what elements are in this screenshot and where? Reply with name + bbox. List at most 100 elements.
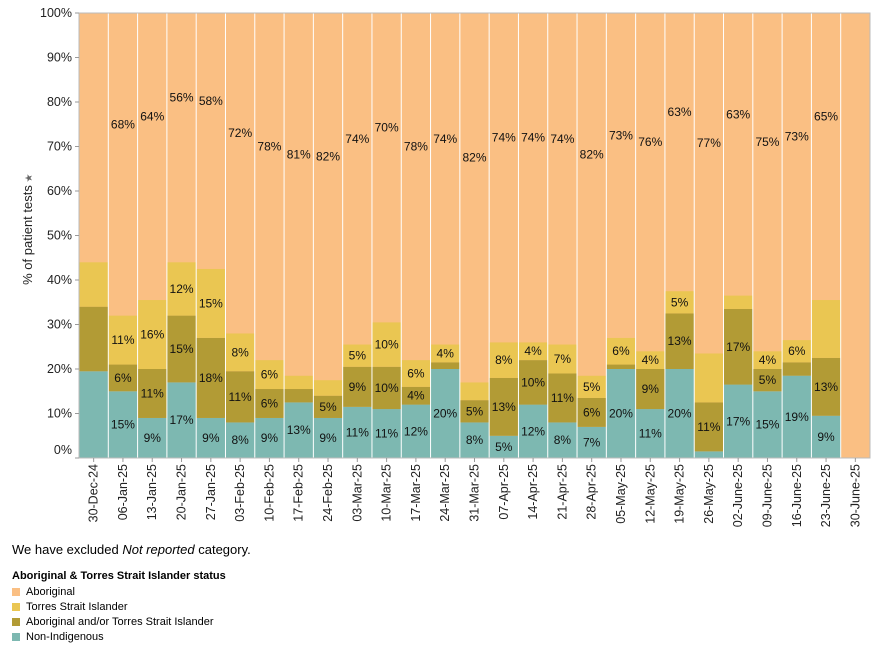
data-label: 15% xyxy=(755,418,779,432)
x-tick-label: 02-June-25 xyxy=(731,464,745,527)
y-tick-label: 90% xyxy=(47,51,72,65)
data-label: 12% xyxy=(404,424,428,438)
bar-segment-torres-strait-islander xyxy=(664,291,695,314)
data-label: 8% xyxy=(495,353,513,367)
x-tick-label: 03-Feb-25 xyxy=(233,464,247,522)
bar-segment-aboriginal-and-or-torres-strait-islander xyxy=(547,373,578,423)
bar-segment-aboriginal-and-or-torres-strait-islander xyxy=(166,315,197,383)
bar-segment-aboriginal-and-or-torres-strait-islander xyxy=(108,364,138,392)
bar-segment-torres-strait-islander xyxy=(606,337,636,365)
bar-segment-non-indigenous xyxy=(342,406,372,458)
bar-segment-aboriginal-and-or-torres-strait-islander xyxy=(577,397,607,427)
bar-segment-aboriginal-and-or-torres-strait-islander xyxy=(284,389,314,403)
note-text-before: We have excluded xyxy=(12,542,123,557)
x-tick-label: 12-May-25 xyxy=(643,464,657,524)
bar-segment-non-indigenous xyxy=(547,422,578,458)
x-tick-label: 30-June-25 xyxy=(848,464,862,527)
bar-segment-non-indigenous xyxy=(137,417,167,458)
bar-segment-non-indigenous xyxy=(518,404,548,458)
data-label: 9% xyxy=(261,431,279,445)
y-tick-label: 100% xyxy=(40,6,72,20)
data-label: 76% xyxy=(638,135,662,149)
x-tick-label: 05-May-25 xyxy=(614,464,628,524)
bar-segment-aboriginal xyxy=(840,13,870,458)
data-label: 5% xyxy=(319,400,337,414)
y-tick-label: 50% xyxy=(47,229,72,243)
data-label: 74% xyxy=(433,132,457,146)
bar-segment-aboriginal xyxy=(342,13,372,345)
data-label: 10% xyxy=(521,375,545,389)
bar-segment-aboriginal-and-or-torres-strait-islander xyxy=(79,306,109,372)
data-label: 12% xyxy=(170,282,194,296)
data-label: 81% xyxy=(287,147,311,161)
x-tick-label: 07-Apr-25 xyxy=(497,464,511,520)
x-tick-label: 13-Jan-25 xyxy=(145,464,159,520)
bar-segment-aboriginal-and-or-torres-strait-islander xyxy=(723,308,753,385)
data-label: 56% xyxy=(170,91,194,105)
data-label: 77% xyxy=(697,136,721,150)
bar-segment-torres-strait-islander xyxy=(782,340,812,363)
bar-segment-aboriginal xyxy=(518,13,548,343)
data-label: 11% xyxy=(141,386,164,400)
data-label: 5% xyxy=(671,295,689,309)
data-label: 63% xyxy=(726,107,750,121)
bar-segment-torres-strait-islander xyxy=(225,333,255,372)
bar-segment-non-indigenous xyxy=(694,451,724,458)
data-label: 5% xyxy=(349,349,367,363)
data-label: 10% xyxy=(375,338,399,352)
y-tick-label: 70% xyxy=(47,140,72,154)
data-label: 9% xyxy=(202,431,220,445)
data-label: 5% xyxy=(583,380,601,394)
data-label: 74% xyxy=(550,132,574,146)
bar-segment-torres-strait-islander xyxy=(430,344,460,363)
x-tick-label: 06-Jan-25 xyxy=(116,464,130,520)
bar-segment-aboriginal-and-or-torres-strait-islander xyxy=(371,366,402,410)
bar-segment-aboriginal xyxy=(254,13,285,361)
bar-segment-aboriginal xyxy=(166,13,197,263)
x-tick-label: 31-Mar-25 xyxy=(468,464,482,522)
bar-segment-non-indigenous xyxy=(196,417,226,458)
bar-segment-torres-strait-islander xyxy=(811,300,841,358)
x-tick-label: 17-Feb-25 xyxy=(292,464,306,522)
data-label: 11% xyxy=(229,390,252,404)
data-label: 10% xyxy=(375,381,399,395)
bar-segment-aboriginal xyxy=(577,13,607,376)
bar-segment-aboriginal xyxy=(752,13,783,352)
bar-segment-aboriginal-and-or-torres-strait-islander xyxy=(225,371,255,423)
bar-segment-aboriginal-and-or-torres-strait-islander xyxy=(313,395,343,418)
data-label: 8% xyxy=(466,433,484,447)
legend-label: Torres Strait Islander xyxy=(26,600,128,613)
legend-label: Non-Indigenous xyxy=(26,630,104,643)
bar-segment-aboriginal xyxy=(79,13,109,263)
bar-segment-torres-strait-islander xyxy=(577,375,607,398)
bar-segment-aboriginal xyxy=(664,13,695,292)
x-tick-label: 19-May-25 xyxy=(673,464,687,524)
data-label: 11% xyxy=(639,427,662,441)
data-label: 74% xyxy=(521,131,545,145)
data-label: 11% xyxy=(346,425,369,439)
data-label: 73% xyxy=(609,128,633,142)
bar-segment-non-indigenous xyxy=(664,369,695,458)
data-label: 6% xyxy=(407,366,425,380)
bar-segment-aboriginal xyxy=(723,13,753,296)
bar-segment-non-indigenous xyxy=(108,391,138,458)
bar-segment-torres-strait-islander xyxy=(371,322,402,367)
data-label: 9% xyxy=(349,380,367,394)
bar-segment-aboriginal-and-or-torres-strait-islander xyxy=(811,357,841,416)
bar-segment-non-indigenous xyxy=(577,426,607,458)
bar-segment-torres-strait-islander xyxy=(489,342,519,378)
x-tick-label: 24-Feb-25 xyxy=(321,464,335,522)
data-label: 64% xyxy=(140,110,164,124)
data-label: 63% xyxy=(668,105,692,119)
bar-segment-aboriginal-and-or-torres-strait-islander xyxy=(489,377,519,436)
bar-segment-aboriginal-and-or-torres-strait-islander xyxy=(401,386,431,405)
data-label: 5% xyxy=(495,440,513,454)
legend: Aboriginal & Torres Strait Islander stat… xyxy=(12,570,226,644)
bar-segment-aboriginal xyxy=(225,13,255,334)
bar-segment-torres-strait-islander xyxy=(723,295,753,309)
bar-segment-aboriginal-and-or-torres-strait-islander xyxy=(782,362,812,376)
bar-segment-aboriginal-and-or-torres-strait-islander xyxy=(694,402,724,452)
bar-segment-aboriginal xyxy=(371,13,402,323)
data-label: 74% xyxy=(345,132,369,146)
legend-swatch xyxy=(12,587,20,596)
